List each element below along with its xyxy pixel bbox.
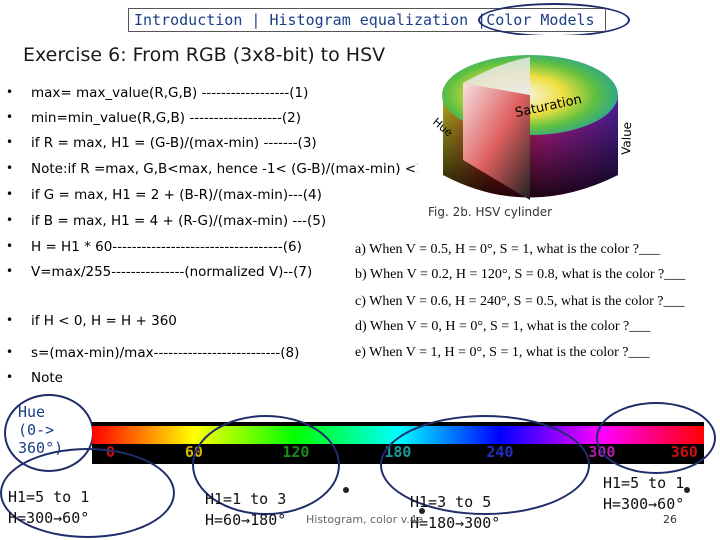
hue-label-line: (0-> bbox=[18, 421, 55, 439]
bullet-icon: • bbox=[6, 239, 14, 253]
hue-range-ellipse bbox=[0, 448, 175, 538]
hue-note-1: H1=5 to 1 H=300→60° bbox=[8, 488, 90, 527]
bullet-icon: • bbox=[6, 161, 14, 175]
bullet-text: if G = max, H1 = 2 + (B-R)/(max-min)---(… bbox=[31, 187, 322, 203]
hue-label-line: Hue bbox=[18, 403, 46, 421]
figure-caption: Fig. 2b. HSV cylinder bbox=[428, 205, 553, 219]
hsv-cylinder-figure: Saturation Hue Value bbox=[418, 35, 644, 220]
bullet-text: if H < 0, H = H + 360 bbox=[31, 313, 177, 329]
question-a: a) When V = 0.5, H = 0°, S = 1, what is … bbox=[355, 242, 660, 257]
bullet-text: max= max_value(R,G,B) ------------------… bbox=[31, 85, 309, 101]
bullet-icon: • bbox=[6, 313, 14, 327]
page-number: 26 bbox=[663, 513, 677, 526]
bullet-text: V=max/255---------------(normalized V)--… bbox=[31, 264, 313, 280]
bullet-text: min=min_value(R,G,B) -------------------… bbox=[31, 110, 302, 126]
bullet-icon: • bbox=[6, 187, 14, 201]
bullet-text: Note:if R =max, G,B<max, hence -1< (G-B)… bbox=[31, 161, 425, 177]
bullet-dot-icon bbox=[419, 508, 425, 514]
hue-note-4: H1=5 to 1 H=300→60° bbox=[603, 474, 685, 513]
cutaway-face bbox=[463, 83, 530, 200]
color-models-highlight bbox=[478, 3, 630, 37]
bullet-dot-icon bbox=[684, 487, 690, 493]
hue-note-3: H1=3 to 5 H=180→300° bbox=[410, 493, 501, 532]
hue-range-ellipse bbox=[596, 402, 716, 474]
bullet-text: if B = max, H1 = 4 + (R-G)/(max-min) ---… bbox=[31, 213, 327, 229]
bullet-text: s=(max-min)/max-------------------------… bbox=[31, 345, 300, 361]
bullet-icon: • bbox=[6, 213, 14, 227]
hue-range-ellipse bbox=[380, 415, 590, 515]
question-c: c) When V = 0.6, H = 240°, S = 0.5, what… bbox=[355, 294, 685, 309]
question-e: e) When V = 1, H = 0°, S = 1, what is th… bbox=[355, 345, 650, 360]
hue-note-2: H1=1 to 3 H=60→180° bbox=[205, 490, 287, 529]
bullet-icon: • bbox=[6, 110, 14, 124]
cutaway-top bbox=[463, 57, 530, 95]
bullet-icon: • bbox=[6, 85, 14, 99]
bullet-icon: • bbox=[6, 370, 14, 384]
slide-title: Exercise 6: From RGB (3x8-bit) to HSV bbox=[23, 44, 386, 66]
bullet-dot-icon bbox=[343, 487, 349, 493]
bullet-text: H = H1 * 60-----------------------------… bbox=[31, 239, 302, 255]
question-b: b) When V = 0.2, H = 120°, S = 0.8, what… bbox=[355, 267, 686, 282]
value-label: Value bbox=[619, 122, 634, 155]
bullet-text: if R = max, H1 = (G-B)/(max-min) -------… bbox=[31, 135, 317, 151]
question-d: d) When V = 0, H = 0°, S = 1, what is th… bbox=[355, 319, 651, 334]
hue-range-label: Hue (0-> 360°) bbox=[18, 403, 63, 457]
footer-text: Histogram, color v.4a bbox=[306, 513, 424, 526]
bullet-icon: • bbox=[6, 345, 14, 359]
hue-range-ellipse bbox=[192, 415, 340, 515]
bullet-icon: • bbox=[6, 135, 14, 149]
bullet-text: Note bbox=[31, 370, 63, 386]
bullet-icon: • bbox=[6, 264, 14, 278]
